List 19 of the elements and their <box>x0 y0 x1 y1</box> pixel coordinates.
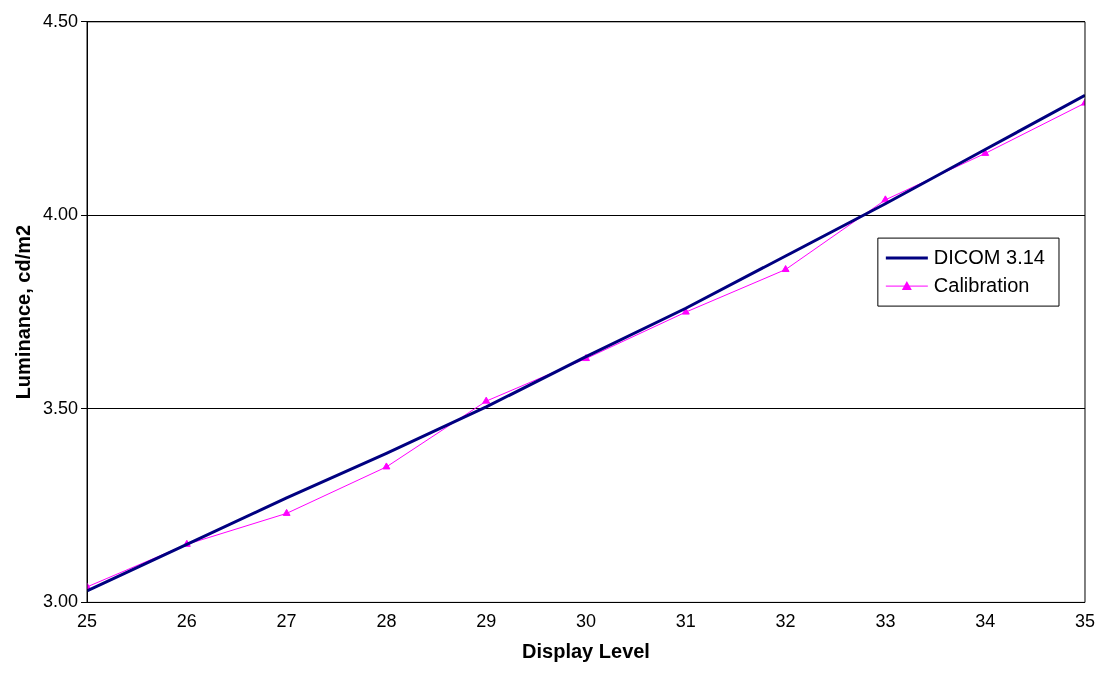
y-tick-label: 3.00 <box>42 591 79 612</box>
x-tick-label: 33 <box>875 611 896 632</box>
x-axis-title: Display Level <box>522 639 650 662</box>
x-tick-label: 27 <box>276 611 297 632</box>
x-tick-label: 35 <box>1074 611 1095 632</box>
y-axis-title: Luminance, cd/m2 <box>11 224 34 400</box>
x-tick-label: 25 <box>77 611 98 632</box>
x-tick-label: 29 <box>476 611 497 632</box>
y-tick-label: 4.00 <box>42 204 79 225</box>
x-tick-label: 31 <box>675 611 696 632</box>
x-tick-label: 26 <box>176 611 197 632</box>
y-tick-label: 4.50 <box>42 10 79 31</box>
x-tick-label: 32 <box>775 611 796 632</box>
x-tick-label: 28 <box>376 611 397 632</box>
x-tick-label: 34 <box>975 611 996 632</box>
x-tick-label: 30 <box>576 611 597 632</box>
legend-label: DICOM 3.14 <box>933 245 1045 268</box>
y-tick-label: 3.50 <box>42 397 79 418</box>
legend-label: Calibration <box>933 273 1030 296</box>
